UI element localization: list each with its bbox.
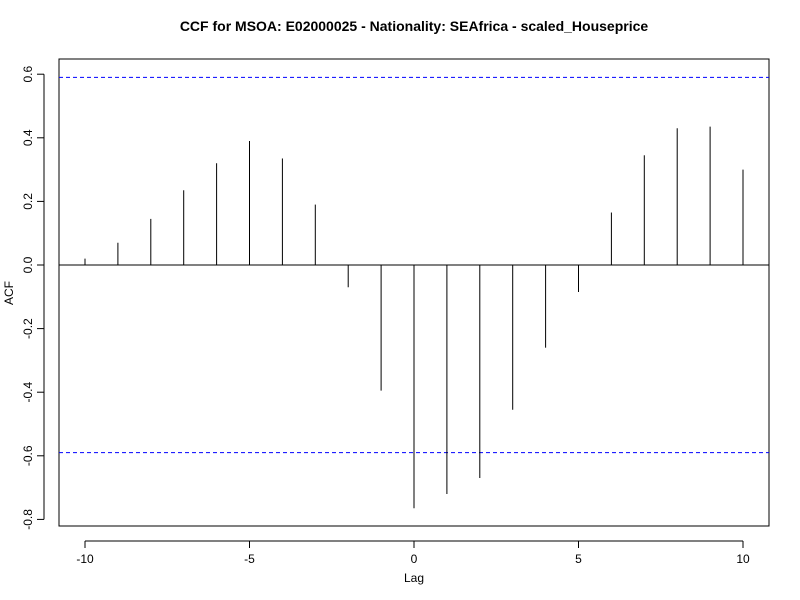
chart-title: CCF for MSOA: E02000025 - Nationality: S… [180, 18, 649, 34]
y-tick-label: 0.2 [21, 193, 35, 210]
y-axis-label: ACF [2, 281, 16, 305]
x-tick-label: -5 [244, 552, 255, 566]
x-tick-label: -10 [76, 552, 94, 566]
y-tick-label: -0.4 [21, 382, 35, 403]
x-axis-label: Lag [404, 571, 424, 585]
y-tick-label: 0.0 [21, 256, 35, 273]
y-tick-label: -0.2 [21, 318, 35, 339]
ccf-stems [59, 126, 769, 509]
confidence-bounds [59, 76, 769, 454]
y-axis: -0.8 -0.6 -0.4 -0.2 0.0 0.2 0.4 0.6 [21, 66, 45, 530]
y-tick-label: 0.6 [21, 66, 35, 83]
x-tick-label: 5 [575, 552, 582, 566]
x-tick-label: 10 [736, 552, 750, 566]
y-tick-label: -0.6 [21, 445, 35, 466]
x-axis: -10 -5 0 5 10 [76, 540, 750, 566]
x-tick-label: 0 [411, 552, 418, 566]
y-tick-label: -0.8 [21, 509, 35, 530]
y-tick-label: 0.4 [21, 129, 35, 146]
plot-frame [58, 58, 770, 527]
